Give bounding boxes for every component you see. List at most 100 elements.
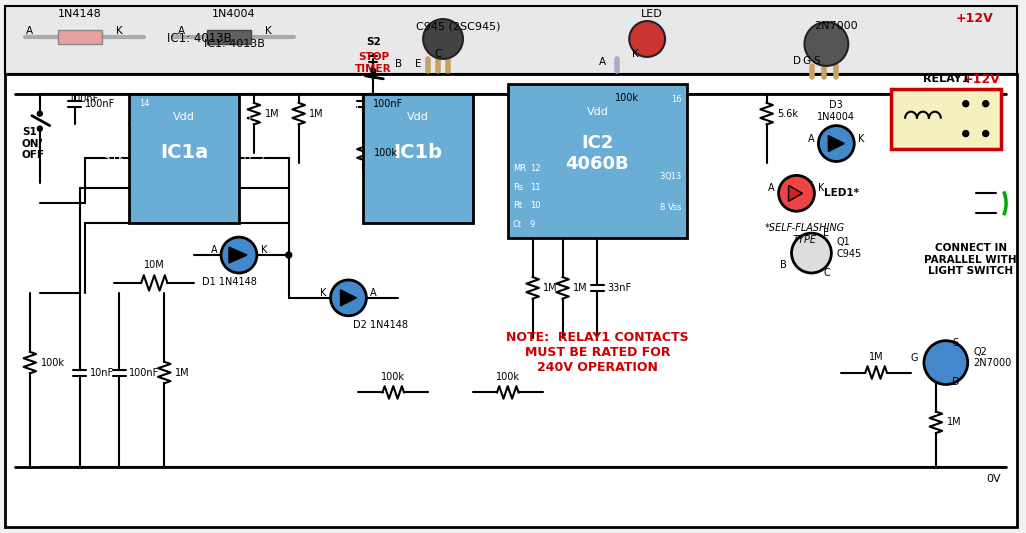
Text: S1
ON/
OFF: S1 ON/ OFF [22, 127, 45, 160]
Text: 5: 5 [104, 115, 110, 124]
Text: *SELF-FLASHING
TYPE: *SELF-FLASHING TYPE [764, 223, 844, 245]
Text: K: K [858, 134, 865, 143]
Circle shape [629, 21, 665, 57]
Circle shape [37, 111, 42, 116]
Circle shape [962, 131, 969, 136]
Text: R: R [352, 193, 358, 202]
Circle shape [423, 19, 463, 59]
Text: 100k: 100k [382, 372, 405, 382]
Text: G: G [910, 353, 918, 362]
Polygon shape [789, 185, 802, 201]
Circle shape [221, 237, 256, 273]
Text: R: R [118, 193, 124, 202]
Text: 9: 9 [529, 220, 535, 229]
Circle shape [983, 131, 989, 136]
Circle shape [330, 280, 366, 316]
Text: 10M: 10M [144, 260, 165, 270]
Text: 1M: 1M [869, 352, 883, 362]
Text: 5.6k: 5.6k [778, 109, 798, 119]
Circle shape [804, 22, 849, 66]
Circle shape [962, 101, 969, 107]
Text: 1N4148: 1N4148 [57, 9, 102, 19]
Text: 12: 12 [529, 164, 540, 173]
Text: 3: 3 [104, 154, 110, 163]
Text: 1M: 1M [265, 109, 279, 119]
Text: Vdd: Vdd [407, 112, 429, 122]
Circle shape [924, 341, 968, 384]
Text: 12: 12 [492, 154, 504, 163]
Text: K: K [266, 26, 272, 36]
Text: IC1b: IC1b [394, 142, 442, 161]
Text: D: D [792, 56, 800, 66]
Text: Ct: Ct [513, 220, 522, 229]
Circle shape [370, 74, 376, 78]
Text: 100k: 100k [41, 358, 65, 368]
Text: 1M: 1M [544, 283, 558, 293]
Text: C945 (2SC945): C945 (2SC945) [416, 21, 501, 31]
Text: D: D [352, 128, 358, 137]
Bar [5, 74, 1017, 527]
Text: IC1a: IC1a [160, 142, 208, 161]
Text: 1M: 1M [574, 283, 588, 293]
Text: D3
1N4004: D3 1N4004 [818, 100, 856, 122]
Text: B: B [395, 59, 402, 69]
Text: C: C [824, 268, 830, 278]
Circle shape [983, 101, 989, 107]
Text: 100k: 100k [374, 149, 398, 158]
Text: G: G [802, 56, 811, 66]
Text: 100k: 100k [616, 93, 639, 103]
FancyBboxPatch shape [508, 84, 687, 238]
Circle shape [370, 68, 376, 74]
Text: E: E [415, 59, 422, 69]
Text: Vss: Vss [478, 193, 494, 202]
Text: +12V: +12V [956, 12, 993, 25]
Text: 16: 16 [671, 95, 682, 104]
Text: K: K [261, 245, 267, 255]
Text: LED1*: LED1* [824, 188, 860, 198]
Text: Vss: Vss [668, 203, 682, 212]
Text: 1: 1 [259, 115, 265, 124]
Text: 100nF: 100nF [84, 99, 115, 109]
Text: K: K [320, 288, 326, 298]
Text: IC2
4060B: IC2 4060B [565, 134, 629, 173]
Text: K: K [819, 183, 825, 193]
Text: S: S [953, 338, 959, 348]
Text: 1N4004: 1N4004 [212, 9, 255, 19]
Text: A: A [210, 245, 218, 255]
Text: 14: 14 [140, 99, 150, 108]
Text: 100nF: 100nF [69, 94, 100, 104]
Polygon shape [341, 290, 356, 306]
FancyBboxPatch shape [363, 94, 473, 223]
Text: 9: 9 [338, 128, 344, 137]
Text: S: S [244, 193, 249, 202]
Text: IC1: 4013B: IC1: 4013B [203, 39, 265, 49]
Text: A: A [599, 57, 606, 67]
Text: Q: Q [244, 115, 251, 124]
Text: Rt: Rt [513, 201, 522, 210]
Circle shape [791, 233, 831, 273]
Polygon shape [828, 135, 844, 151]
Text: 33nF: 33nF [607, 283, 631, 293]
Text: 2: 2 [259, 154, 265, 163]
Text: D: D [118, 115, 124, 124]
Circle shape [819, 126, 855, 161]
FancyBboxPatch shape [129, 94, 239, 223]
Text: 1M: 1M [947, 417, 961, 427]
Text: MR: MR [513, 164, 526, 173]
Text: C: C [434, 49, 442, 59]
Text: A: A [768, 183, 775, 193]
Text: A: A [807, 134, 815, 143]
Text: K: K [632, 49, 638, 59]
FancyBboxPatch shape [207, 30, 251, 44]
Text: Vdd: Vdd [173, 112, 195, 122]
Polygon shape [229, 247, 247, 263]
Text: A: A [27, 26, 34, 36]
Text: 7: 7 [492, 193, 499, 202]
Text: NOTE:  RELAY1 CONTACTS
MUST BE RATED FOR
240V OPERATION: NOTE: RELAY1 CONTACTS MUST BE RATED FOR … [506, 331, 688, 374]
Text: IC1: 4013B: IC1: 4013B [167, 33, 232, 45]
Text: STOP
TIMER: STOP TIMER [355, 52, 392, 74]
Text: 10: 10 [529, 201, 540, 210]
Text: 11: 11 [332, 154, 344, 163]
Text: 13: 13 [492, 115, 505, 124]
Text: S2: S2 [366, 37, 381, 47]
